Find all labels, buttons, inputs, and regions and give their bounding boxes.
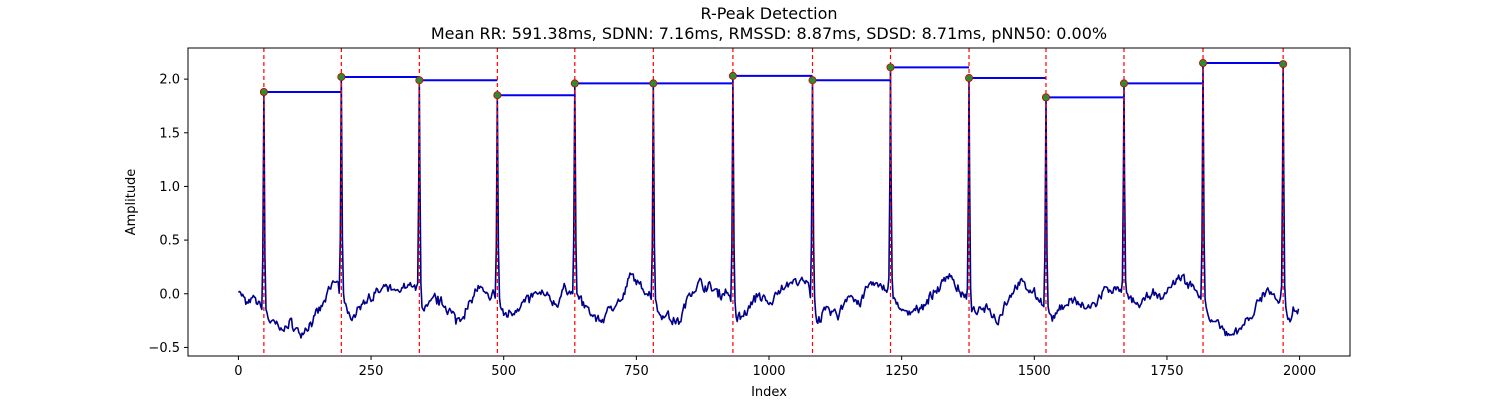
y-tick-label: 0.5 bbox=[159, 234, 180, 249]
x-tick-label: 1750 bbox=[1150, 364, 1183, 379]
r-peak-marker bbox=[259, 88, 268, 97]
r-peak-marker bbox=[1041, 93, 1050, 102]
r-peak-marker bbox=[808, 76, 817, 85]
r-peak-marker bbox=[337, 72, 346, 81]
plot-frame bbox=[187, 47, 1351, 357]
x-axis: 0 250 500 750 1000 1250 1500 1750 2000 bbox=[234, 356, 1316, 379]
x-tick-label: 750 bbox=[624, 364, 649, 379]
plot-area bbox=[237, 48, 1300, 356]
r-peak-marker bbox=[886, 63, 895, 72]
r-peak-marker bbox=[1279, 60, 1288, 69]
x-tick-label: 2000 bbox=[1283, 364, 1316, 379]
r-peak-marker bbox=[570, 79, 579, 88]
r-peak-marker bbox=[728, 71, 737, 80]
r-peak-marker bbox=[493, 91, 502, 100]
x-tick-label: 0 bbox=[234, 364, 242, 379]
ecg-signal-line bbox=[237, 62, 1300, 339]
r-peak-marker bbox=[415, 76, 424, 85]
r-peak-marker bbox=[1199, 59, 1208, 68]
x-tick-label: 1000 bbox=[752, 364, 785, 379]
x-tick-label: 1500 bbox=[1018, 364, 1051, 379]
y-tick-label: 1.5 bbox=[159, 126, 180, 141]
y-axis-label: Amplitude bbox=[124, 169, 139, 236]
chart-subtitle: Mean RR: 591.38ms, SDNN: 7.16ms, RMSSD: … bbox=[431, 24, 1107, 43]
x-tick-label: 500 bbox=[491, 364, 516, 379]
y-tick-label: 0.0 bbox=[159, 287, 180, 302]
x-axis-label: Index bbox=[751, 385, 787, 400]
y-tick-label: −0.5 bbox=[148, 341, 180, 356]
y-tick-label: 1.0 bbox=[159, 180, 180, 195]
x-tick-label: 250 bbox=[359, 364, 384, 379]
y-axis: −0.5 0.0 0.5 1.0 1.5 2.0 bbox=[148, 73, 188, 356]
r-peak-marker bbox=[965, 74, 974, 83]
y-tick-label: 2.0 bbox=[159, 73, 180, 88]
r-peak-marker bbox=[1119, 79, 1128, 88]
r-peak-marker bbox=[649, 79, 658, 88]
chart-title: R-Peak Detection bbox=[700, 4, 837, 23]
x-tick-label: 1250 bbox=[885, 364, 918, 379]
